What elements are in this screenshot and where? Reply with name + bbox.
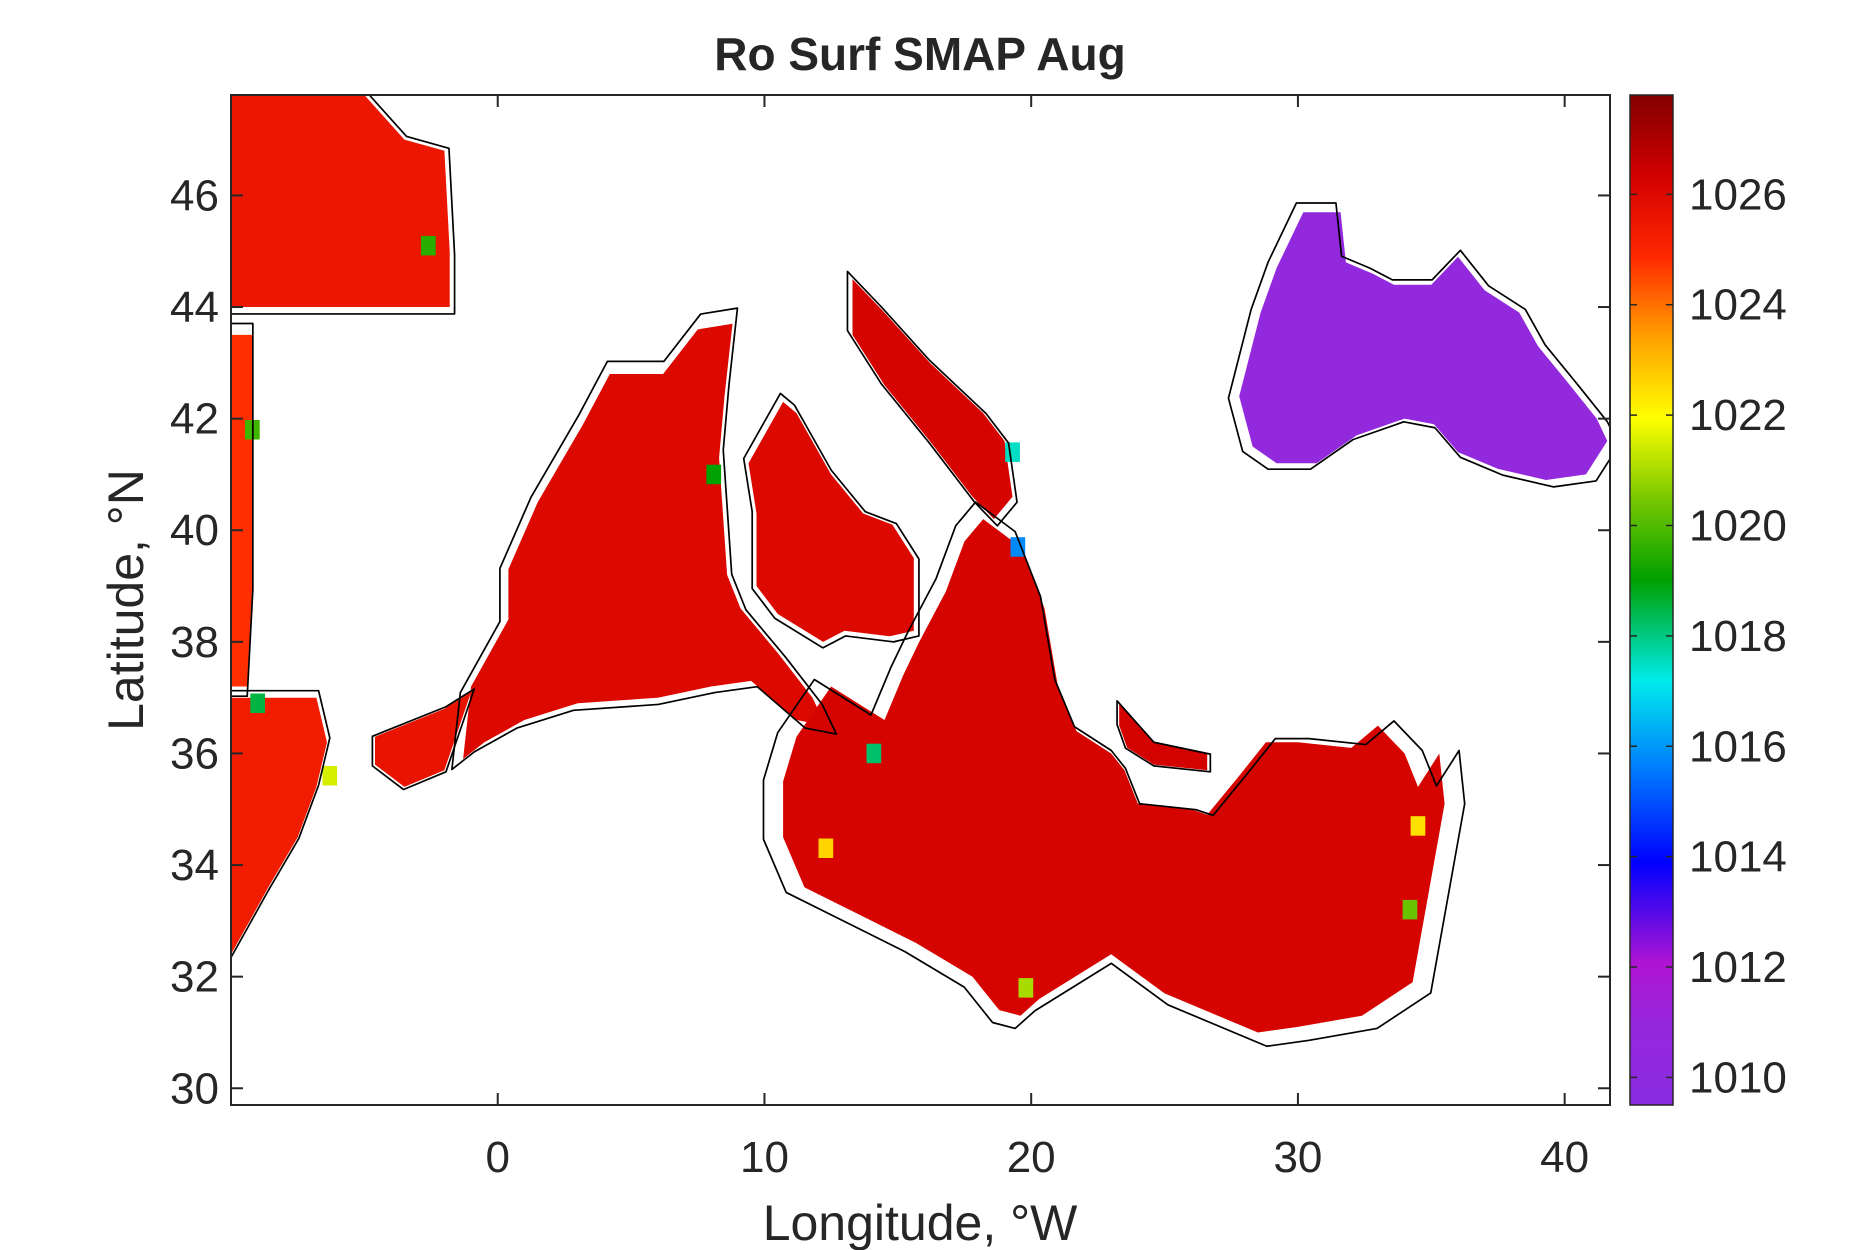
region-adriatic-sea	[852, 279, 1013, 520]
heatmap-regions	[231, 95, 1608, 1033]
colorbar-tick-label: 1026	[1689, 170, 1787, 219]
colorbar-tick-label: 1020	[1689, 501, 1787, 550]
region-atlantic-morocco	[231, 697, 327, 955]
region-central-eastern-med	[783, 519, 1445, 1033]
coastline-portugal-coast-strip	[231, 322, 254, 698]
coastline-black-sea	[1227, 202, 1610, 488]
anomaly-cell-6	[250, 693, 265, 713]
y-tick-label: 38	[170, 618, 219, 667]
x-tick-label: 10	[740, 1133, 789, 1182]
anomaly-cell-8	[818, 838, 834, 858]
coastline-outline	[231, 95, 1610, 1048]
colorbar-ticks: 1010 1012 1014 1016 1018 1020 1022 1024 1026	[1630, 170, 1787, 1102]
colorbar-tick-label: 1018	[1689, 612, 1787, 661]
x-tick-label: 30	[1273, 1133, 1322, 1182]
colorbar-tick-label: 1012	[1689, 943, 1787, 992]
anomaly-cell-9	[1410, 816, 1426, 836]
colorbar-tick-label: 1016	[1689, 722, 1787, 771]
coastline-aegean-patch	[1116, 699, 1212, 773]
colorbar-tick-label: 1022	[1689, 391, 1787, 440]
anomaly-cell-0	[1010, 537, 1026, 557]
y-tick-label: 40	[170, 506, 219, 555]
anomaly-cell-11	[1018, 978, 1034, 998]
y-tick-label: 42	[170, 395, 219, 444]
anomaly-cell-7	[1402, 899, 1418, 920]
region-western-mediterranean	[463, 323, 826, 759]
y-tick-label: 36	[170, 729, 219, 778]
region-alboran-sea	[375, 692, 472, 787]
coastline-bay-of-biscay	[231, 95, 456, 315]
colorbar	[1629, 94, 1674, 1106]
chart-title: Ro Surf SMAP Aug	[714, 28, 1125, 80]
colorbar-tick-label: 1014	[1689, 833, 1787, 882]
region-tyrrhenian-sea	[748, 401, 914, 642]
anomaly-cell-2	[866, 743, 882, 764]
anomaly-cell-4	[421, 235, 436, 256]
x-tick-label: 40	[1540, 1133, 1589, 1182]
anomaly-cell-1	[1005, 442, 1020, 462]
colorbar-tick-label: 1010	[1689, 1053, 1787, 1102]
y-tick-label: 32	[170, 953, 219, 1002]
colorbar-tick-label: 1024	[1689, 281, 1787, 330]
region-bay-of-biscay	[231, 95, 450, 307]
region-aegean-patch	[1119, 703, 1208, 771]
coastline-adriatic-sea	[846, 270, 1018, 527]
coastline-central-eastern-med	[762, 501, 1466, 1048]
y-tick-label: 46	[170, 171, 219, 220]
y-axis-ticks: 30 32 34 36 38 40 42 44 46	[170, 171, 1610, 1113]
x-tick-label: 0	[485, 1133, 509, 1182]
coastline-atlantic-morocco	[231, 689, 331, 960]
y-axis-label: Latitude, °N	[98, 469, 154, 731]
y-tick-label: 30	[170, 1064, 219, 1113]
region-black-sea	[1239, 212, 1608, 480]
coastline-tyrrhenian-sea	[742, 392, 920, 649]
x-tick-label: 20	[1007, 1133, 1056, 1182]
y-tick-label: 34	[170, 841, 219, 890]
anomaly-cell-10	[322, 766, 338, 786]
region-portugal-coast-strip	[231, 334, 253, 687]
coastline-western-mediterranean	[451, 307, 838, 771]
y-tick-label: 44	[170, 283, 219, 332]
x-axis-ticks: 0 10 20 30 40	[485, 95, 1589, 1182]
anomaly-cell-3	[706, 464, 722, 485]
x-axis-label: Longitude, °W	[763, 1195, 1078, 1250]
coastline-alboran-sea	[371, 688, 476, 791]
plot-frame	[230, 94, 1611, 1106]
